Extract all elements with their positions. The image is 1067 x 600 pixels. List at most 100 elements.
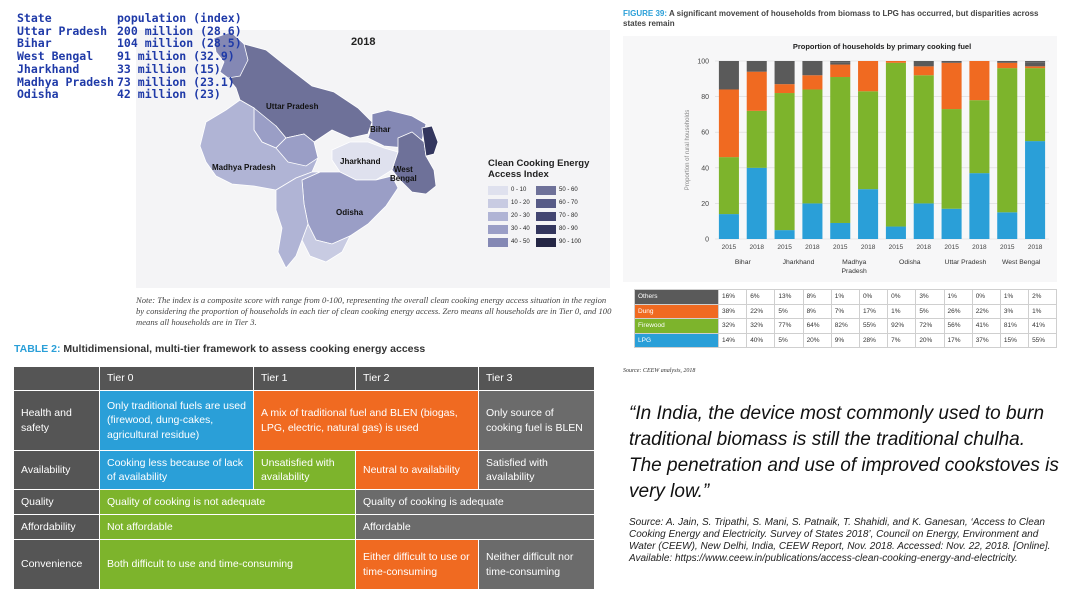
- bar-segment-others: [997, 61, 1018, 63]
- map-label-jharkhand: Jharkhand: [340, 157, 381, 166]
- bar-segment-firewood: [1025, 68, 1046, 142]
- row-header-convenience: Convenience: [14, 540, 100, 590]
- chart-table-value: 1%: [943, 289, 973, 305]
- cell-availability-tier0: Cooking less because of lack of availabi…: [100, 451, 254, 490]
- bar-segment-lpg: [997, 212, 1018, 239]
- legend-swatch: [536, 198, 556, 208]
- y-tick-label: 100: [697, 59, 709, 66]
- bar-segment-firewood: [885, 62, 906, 227]
- population-row: Jharkhand 33 million (15): [17, 61, 221, 76]
- group-label: Uttar Pradesh: [945, 259, 987, 266]
- chart-table-value: 5%: [915, 303, 945, 319]
- bar-segment-lpg: [830, 222, 851, 239]
- chart-title: Proportion of households by primary cook…: [793, 42, 971, 51]
- chart-table-value: 82%: [830, 318, 860, 334]
- chart-table-value: 55%: [1028, 332, 1058, 348]
- bar-segment-others: [913, 61, 934, 67]
- cell-availability-tier3: Satisfied with availability: [479, 451, 595, 490]
- legend-swatch: [488, 211, 508, 221]
- chart-table-value: 8%: [802, 303, 832, 319]
- legend-swatch: [536, 211, 556, 221]
- cell-convenience-tier3: Neither difficult nor time-consuming: [479, 540, 595, 590]
- chart-table-value: 2%: [1028, 289, 1058, 305]
- map-region-west-bengal-north: [421, 125, 439, 157]
- chart-table-value: 37%: [971, 332, 1001, 348]
- group-label: Madhya: [842, 259, 866, 266]
- legend-item: 0 - 10: [488, 185, 536, 195]
- legend-item: 10 - 20: [488, 198, 536, 208]
- cell-quality-tier2-3: Quality of cooking is adequate: [356, 490, 595, 515]
- bar-segment-dung: [718, 89, 739, 158]
- legend-swatch: [536, 185, 556, 195]
- y-tick-label: 40: [701, 165, 709, 172]
- bar-segment-lpg: [858, 189, 879, 239]
- chart-table-value: 3%: [915, 289, 945, 305]
- bar-segment-others: [830, 62, 851, 65]
- chart-table-value: 41%: [971, 318, 1001, 334]
- bar-segment-others: [941, 61, 962, 63]
- bar-segment-dung: [746, 71, 767, 111]
- bar-segment-others: [774, 61, 795, 85]
- bar-segment-lpg: [885, 226, 906, 239]
- chart-table-row: Others 16% 6% 13% 8% 1% 0% 0% 3% 1% 0% 1% 2%: [634, 289, 1058, 305]
- chart-table-row: LPG 14% 40% 5% 20% 9% 28% 7% 20% 17% 37% 15% 55%: [634, 332, 1058, 348]
- map-region-odisha-south: [301, 223, 351, 263]
- x-tick-label: 2015: [944, 244, 959, 251]
- row-header-health-safety: Health and safety: [14, 391, 100, 451]
- chart-table-value: 81%: [999, 318, 1030, 334]
- bar-segment-firewood: [941, 109, 962, 209]
- chart-table-value: 72%: [915, 318, 945, 334]
- chart-table-value: 17%: [858, 303, 889, 319]
- population-row: Bihar 104 million (28.5): [17, 36, 242, 51]
- map-panel: 2018 Uttar Pradesh Bihar Madhya Pradesh …: [136, 30, 610, 288]
- legend-title: Clean Cooking Energy Access Index: [488, 158, 590, 180]
- chart-table-value: 15%: [999, 332, 1030, 348]
- bar-segment-dung: [858, 61, 879, 92]
- x-tick-label: 2015: [833, 244, 848, 251]
- bar-segment-others: [1025, 62, 1046, 67]
- chart-table-value: 22%: [971, 303, 1001, 319]
- bar-segment-firewood: [858, 91, 879, 190]
- chart-table-row: Dung 38% 22% 5% 8% 7% 17% 1% 5% 26% 22% 3% 1%: [634, 303, 1058, 319]
- legend-swatch: [488, 224, 508, 234]
- table2-title: TABLE 2: Multidimensional, multi-tier fr…: [14, 343, 425, 355]
- figure-title-text: A significant movement of households fro…: [623, 9, 1039, 28]
- bar-segment-others: [1025, 61, 1046, 63]
- column-header-tier1: Tier 1: [254, 367, 356, 391]
- map-legend: 0 - 10 50 - 60 10 - 20 60 - 70 20 - 30 7…: [488, 185, 584, 247]
- group-label: Odisha: [899, 259, 921, 266]
- bar-segment-others: [718, 61, 739, 90]
- chart-table-value: 38%: [717, 303, 748, 319]
- legend-swatch: [488, 185, 508, 195]
- chart-table-value: 16%: [717, 289, 748, 305]
- chart-table-value: 0%: [858, 289, 889, 305]
- bar-segment-firewood: [997, 68, 1018, 213]
- cell-quality-tier0-1: Quality of cooking is not adequate: [100, 490, 356, 515]
- chart-table-value: 1%: [887, 303, 917, 319]
- map-label-odisha: Odisha: [336, 208, 364, 217]
- chart-table-value: 32%: [717, 318, 748, 334]
- chart-table-value: 5%: [774, 303, 804, 319]
- population-header: State population (index): [17, 11, 242, 25]
- bar-segment-dung: [774, 84, 795, 94]
- chart-table-value: 41%: [1028, 318, 1058, 334]
- chart-table-value: 14%: [717, 332, 748, 348]
- population-table: State population (index) Uttar Pradesh 20…: [17, 12, 242, 101]
- x-tick-label: 2015: [722, 244, 737, 251]
- chart-table-value: 22%: [746, 303, 776, 319]
- cell-health-tier0: Only traditional fuels are used (firewoo…: [100, 391, 254, 451]
- x-tick-label: 2018: [750, 244, 765, 251]
- population-row: Uttar Pradesh 200 million (28.6): [17, 23, 242, 38]
- chart-table-row: Firewood 32% 32% 77% 64% 82% 55% 92% 72% 56% 41% 81…: [634, 318, 1058, 334]
- cell-health-tier1-2: A mix of traditional fuel and BLEN (biog…: [254, 391, 479, 451]
- table2-title-text: Multidimensional, multi-tier framework t…: [60, 343, 426, 355]
- chart-table-value: 55%: [858, 318, 889, 334]
- tier-framework-table: Tier 0 Tier 1 Tier 2 Tier 3 Health and s…: [14, 367, 595, 590]
- bar-segment-lpg: [941, 208, 962, 239]
- map-year-label: 2018: [351, 36, 376, 48]
- legend-item: 50 - 60: [536, 185, 584, 195]
- column-header-tier0: Tier 0: [100, 367, 254, 391]
- y-tick-label: 80: [701, 94, 709, 101]
- population-row: West Bengal 91 million (32.9): [17, 49, 235, 64]
- bar-segment-firewood: [969, 100, 990, 174]
